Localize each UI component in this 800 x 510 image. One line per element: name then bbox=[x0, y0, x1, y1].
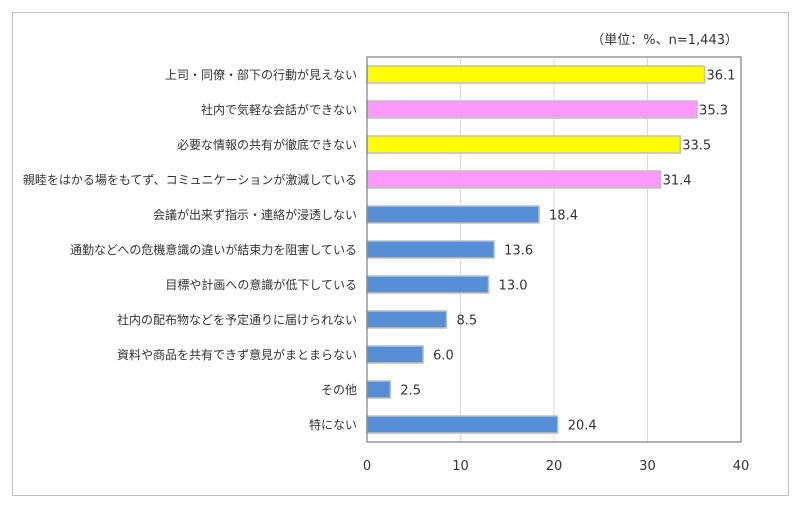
x-tick-label: 20 bbox=[546, 459, 563, 474]
x-tick-label: 30 bbox=[639, 459, 656, 474]
bar bbox=[366, 415, 559, 434]
value-label: 33.5 bbox=[682, 139, 711, 154]
value-label: 2.5 bbox=[400, 384, 421, 399]
value-label: 6.0 bbox=[433, 349, 454, 364]
bar bbox=[366, 345, 424, 364]
bar bbox=[366, 135, 681, 154]
unit-note: （単位：%、n=1,443） bbox=[591, 32, 738, 48]
bar bbox=[366, 240, 495, 259]
bar bbox=[366, 275, 490, 294]
bar bbox=[366, 65, 706, 84]
value-label: 20.4 bbox=[568, 419, 597, 434]
category-label: 資料や商品を共有できず意見がまとまらない bbox=[117, 347, 357, 362]
category-label: 必要な情報の共有が徹底できない bbox=[177, 137, 357, 152]
x-tick-label: 40 bbox=[733, 459, 750, 474]
category-label: 上司・同僚・部下の行動が見えない bbox=[165, 67, 357, 82]
category-label: 親睦をはかる場をもてず、コミュニケーションが激減している bbox=[23, 172, 357, 187]
plot-area bbox=[366, 56, 742, 443]
bar bbox=[366, 205, 540, 224]
value-label: 8.5 bbox=[456, 314, 477, 329]
value-label: 31.4 bbox=[663, 174, 692, 189]
x-tick-label: 10 bbox=[452, 459, 469, 474]
category-label: 社内の配布物などを予定通りに届けられない bbox=[117, 312, 357, 327]
value-label: 13.0 bbox=[499, 279, 528, 294]
bar bbox=[366, 170, 662, 189]
value-label: 36.1 bbox=[707, 69, 736, 84]
x-tick-label: 0 bbox=[363, 459, 371, 474]
bar bbox=[366, 380, 392, 399]
category-label: その他 bbox=[321, 383, 357, 397]
category-label: 目標や計画への意識が低下している bbox=[165, 277, 357, 292]
value-label: 13.6 bbox=[504, 244, 533, 259]
value-label: 35.3 bbox=[699, 104, 728, 119]
bar bbox=[366, 310, 448, 329]
value-label: 18.4 bbox=[549, 209, 578, 224]
category-label: 通勤などへの危機意識の違いが結束力を阻害している bbox=[70, 242, 357, 257]
category-label: 社内で気軽な会話ができない bbox=[201, 102, 357, 117]
category-label: 会議が出来ず指示・連絡が浸透しない bbox=[153, 207, 357, 222]
bar bbox=[366, 100, 698, 119]
category-label: 特にない bbox=[309, 417, 357, 432]
chart-frame bbox=[12, 12, 789, 496]
